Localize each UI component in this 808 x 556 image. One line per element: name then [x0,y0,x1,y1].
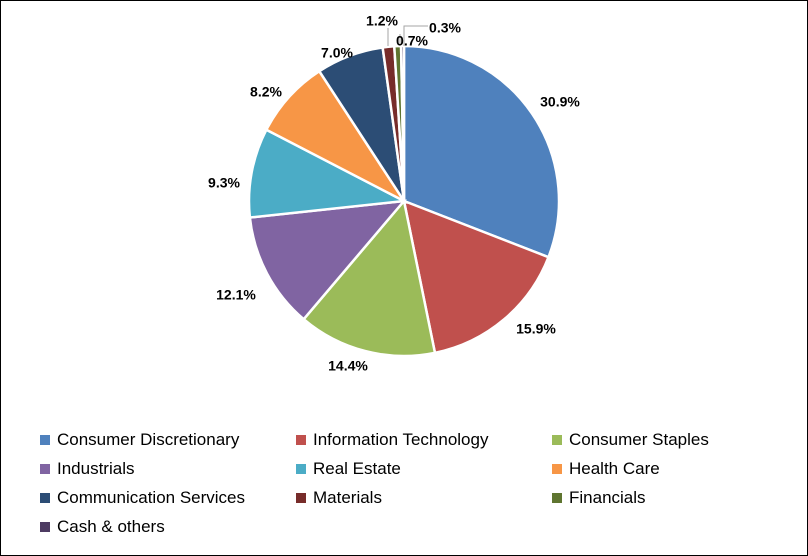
legend-label: Consumer Discretionary [57,429,240,449]
slice-label: 1.2% [366,13,398,29]
pie-slice-consumer-staples [301,198,437,358]
slice-label: 8.2% [250,84,282,100]
legend-label: Health Care [569,458,660,478]
legend-swatch [296,434,306,445]
legend-item: Communication Services [40,486,296,509]
legend-swatch [40,463,50,474]
legend-swatch [40,434,50,445]
legend-item: Information Technology [296,428,552,451]
legend-swatch [296,463,306,474]
slice-label: 0.3% [429,20,461,36]
legend-label: Financials [569,487,646,507]
leader-line [403,25,428,46]
pie-slice-consumer-discretionary [402,44,561,259]
legend-label: Information Technology [313,429,489,449]
legend-item: Industrials [40,457,296,480]
pie-slice-information-technology [402,199,551,355]
legend-label: Communication Services [57,487,246,507]
legend-item: Financials [552,486,780,509]
legend-item: Health Care [552,457,780,480]
slice-label: 30.9% [540,94,580,110]
legend-label: Real Estate [313,458,401,478]
slice-label: 12.1% [216,287,256,303]
legend-label: Cash & others [57,516,165,536]
legend-label: Consumer Staples [569,429,709,449]
slice-label: 0.7% [396,33,428,49]
legend-swatch [296,492,306,503]
legend-item: Consumer Discretionary [40,428,296,451]
legend-label: Industrials [57,458,135,478]
legend-item: Consumer Staples [552,428,780,451]
slice-label: 14.4% [328,358,368,374]
legend-label: Materials [313,487,382,507]
legend-item: Real Estate [296,457,552,480]
slice-label: 15.9% [516,321,556,337]
pie-slice-industrials [248,199,407,321]
legend-swatch [552,463,562,474]
chart-legend: Consumer Discretionary Information Techno… [40,428,780,538]
slice-label: 9.3% [208,175,240,191]
legend-swatch [40,492,50,503]
pie-chart: 30.9% 15.9% 14.4% 12.1% 9.3% 8.2% 7.0% 1.2% 0.7%… [208,13,580,374]
legend-item: Materials [296,486,552,509]
legend-swatch [552,434,562,445]
legend-item: Cash & others [40,515,296,538]
legend-swatch [40,521,50,532]
slice-label: 7.0% [321,45,353,61]
pie-slice-real-estate [247,128,409,219]
legend-swatch [552,492,562,503]
